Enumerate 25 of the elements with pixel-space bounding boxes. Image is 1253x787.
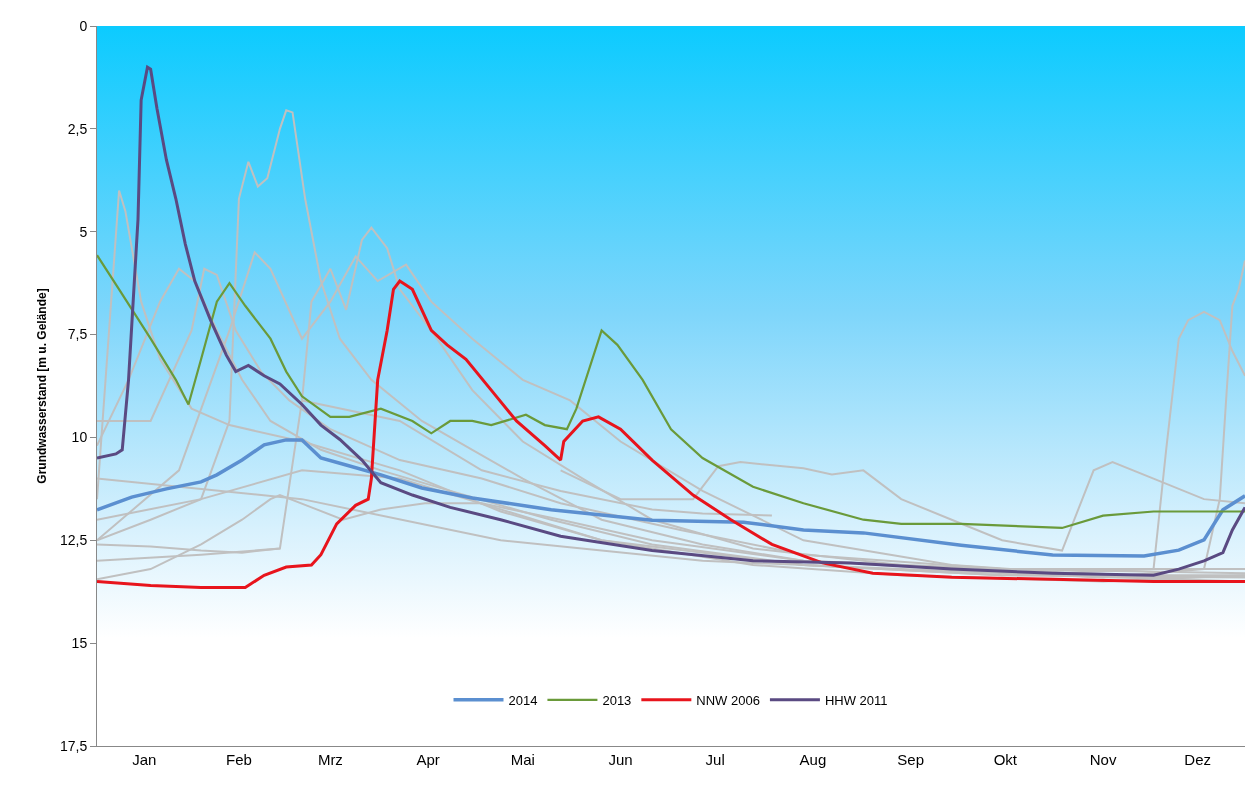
x-tick-label: Okt: [993, 751, 1018, 768]
x-tick-label: Apr: [416, 751, 440, 768]
x-tick-label: Jul: [705, 751, 725, 768]
y-tick-label: 0: [79, 17, 88, 34]
legend-label: 2013: [602, 692, 632, 708]
y-tick-label: 5: [79, 223, 88, 240]
x-tick-label: Mai: [510, 751, 535, 768]
y-tick-label: 17,5: [59, 737, 88, 754]
x-tick-label: Sep: [897, 751, 925, 768]
x-tick-label: Feb: [225, 751, 252, 768]
y-tick-label: 15: [71, 635, 88, 652]
x-tick-label: Jan: [132, 751, 157, 768]
y-tick-label: 7,5: [67, 326, 88, 343]
y-tick-label: 10: [71, 429, 88, 446]
x-tick-label: Aug: [799, 751, 827, 768]
x-tick-label: Mrz: [317, 751, 343, 768]
legend-label: 2014: [508, 692, 538, 708]
x-tick-label: Nov: [1089, 751, 1117, 768]
x-tick-label: Jun: [608, 751, 633, 768]
legend-label: NNW 2006: [696, 692, 760, 708]
y-tick-label: 12,5: [59, 532, 88, 549]
y-tick-label: 2,5: [67, 120, 88, 137]
x-tick-label: Dez: [1184, 751, 1212, 768]
y-axis-title: Grundwasserstand [m u. Gelände]: [35, 288, 50, 484]
legend-label: HHW 2011: [824, 692, 888, 708]
